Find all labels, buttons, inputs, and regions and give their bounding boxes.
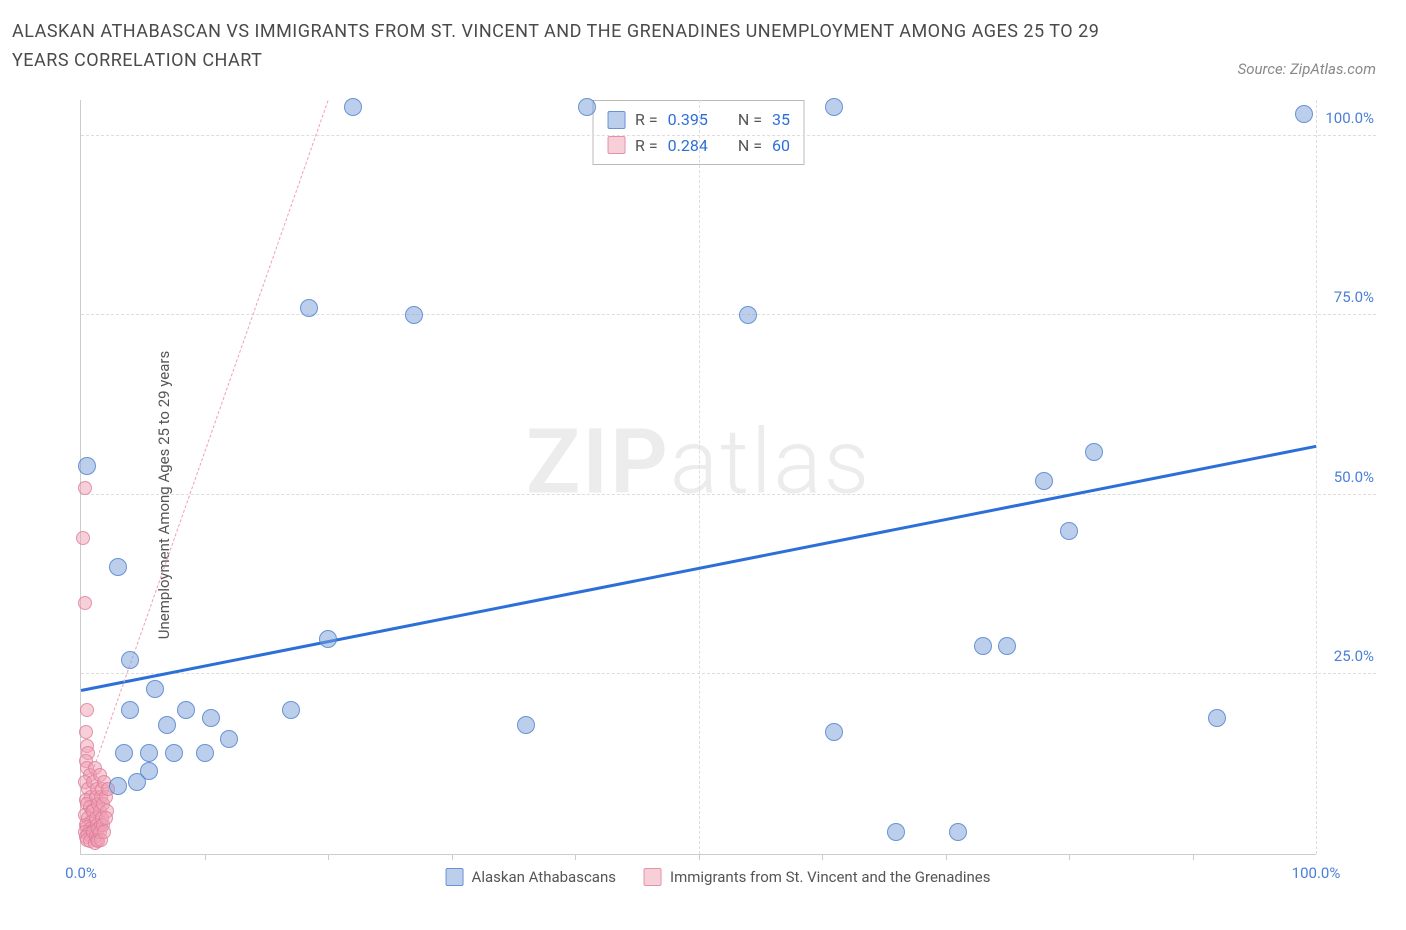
data-point <box>78 481 92 495</box>
gridline-vertical <box>699 100 700 854</box>
watermark-light: atlas <box>670 409 871 514</box>
chart-area: Unemployment Among Ages 25 to 29 years Z… <box>60 100 1376 890</box>
data-point <box>196 744 214 762</box>
data-point <box>140 744 158 762</box>
data-point <box>282 701 300 719</box>
data-point <box>165 744 183 762</box>
legend-label: Alaskan Athabascans <box>472 868 616 886</box>
scatter-plot: ZIPatlas R =0.395N =35R =0.284N =60 25.0… <box>80 100 1316 855</box>
r-value: 0.284 <box>668 133 708 159</box>
data-point <box>344 98 362 116</box>
y-tick-label: 100.0% <box>1325 109 1374 127</box>
data-point <box>78 596 92 610</box>
data-point <box>109 558 127 576</box>
gridline-horizontal <box>81 135 1376 136</box>
data-point <box>319 630 337 648</box>
data-point <box>177 701 195 719</box>
x-minor-tick <box>1069 854 1070 860</box>
series-legend: Alaskan Athabascans Immigrants from St. V… <box>446 868 991 886</box>
x-minor-tick <box>328 854 329 860</box>
x-minor-tick <box>822 854 823 860</box>
data-point <box>158 716 176 734</box>
data-point <box>80 703 94 717</box>
data-point <box>1085 443 1103 461</box>
n-value: 35 <box>772 107 790 133</box>
n-value: 60 <box>772 133 790 159</box>
x-minor-tick <box>946 854 947 860</box>
data-point <box>78 457 96 475</box>
data-point <box>121 651 139 669</box>
n-label: N = <box>738 133 762 159</box>
data-point <box>825 723 843 741</box>
y-tick-label: 75.0% <box>1334 288 1374 306</box>
data-point <box>887 823 905 841</box>
watermark-bold: ZIP <box>526 409 670 514</box>
gridline-horizontal <box>81 673 1376 674</box>
data-point <box>739 306 757 324</box>
data-point <box>405 306 423 324</box>
gridline-horizontal <box>81 314 1376 315</box>
data-point <box>146 680 164 698</box>
x-minor-tick <box>1193 854 1194 860</box>
data-point <box>140 762 158 780</box>
data-point <box>99 811 113 825</box>
data-point <box>1295 105 1313 123</box>
data-point <box>300 299 318 317</box>
data-point <box>220 730 238 748</box>
legend-swatch <box>607 111 625 129</box>
trend-line <box>81 100 329 804</box>
data-point <box>825 98 843 116</box>
r-value: 0.395 <box>668 107 708 133</box>
data-point <box>998 637 1016 655</box>
x-minor-tick <box>205 854 206 860</box>
y-tick-label: 25.0% <box>1334 647 1374 665</box>
data-point <box>1208 709 1226 727</box>
data-point <box>109 777 127 795</box>
x-minor-tick <box>452 854 453 860</box>
data-point <box>79 725 93 739</box>
legend-item: Immigrants from St. Vincent and the Gren… <box>644 868 990 886</box>
data-point <box>974 637 992 655</box>
chart-header: ALASKAN ATHABASCAN VS IMMIGRANTS FROM ST… <box>12 18 1394 76</box>
data-point <box>1035 472 1053 490</box>
legend-swatch <box>644 868 662 886</box>
data-point <box>121 701 139 719</box>
x-minor-tick <box>699 854 700 860</box>
legend-label: Immigrants from St. Vincent and the Gren… <box>670 868 990 886</box>
legend-swatch <box>446 868 464 886</box>
data-point <box>115 744 133 762</box>
gridline-horizontal <box>81 494 1376 495</box>
x-minor-tick <box>575 854 576 860</box>
y-tick-label: 50.0% <box>1334 468 1374 486</box>
r-label: R = <box>635 133 658 159</box>
n-label: N = <box>738 107 762 133</box>
x-tick-label: 100.0% <box>1292 864 1341 882</box>
chart-title: ALASKAN ATHABASCAN VS IMMIGRANTS FROM ST… <box>12 18 1112 76</box>
r-label: R = <box>635 107 658 133</box>
data-point <box>97 825 111 839</box>
data-point <box>202 709 220 727</box>
data-point <box>517 716 535 734</box>
data-point <box>76 531 90 545</box>
data-point <box>578 98 596 116</box>
source-attribution: Source: ZipAtlas.com <box>1238 60 1376 78</box>
legend-item: Alaskan Athabascans <box>446 868 616 886</box>
x-tick-label: 0.0% <box>65 864 97 882</box>
data-point <box>949 823 967 841</box>
gridline-vertical <box>1316 100 1317 854</box>
data-point <box>1060 522 1078 540</box>
legend-swatch <box>607 136 625 154</box>
